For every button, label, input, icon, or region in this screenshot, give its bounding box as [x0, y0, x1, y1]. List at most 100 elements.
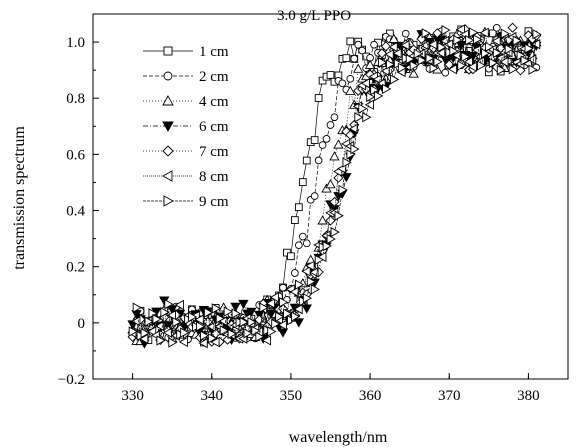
- data-point: [131, 316, 141, 327]
- legend-entry: 8 cm: [143, 169, 229, 185]
- data-point: [354, 112, 364, 123]
- data-point: [322, 135, 331, 143]
- data-point: [147, 326, 157, 337]
- series-1-cm: [128, 25, 541, 347]
- data-point: [342, 157, 352, 168]
- data-point: [243, 328, 253, 339]
- data-point: [484, 41, 495, 53]
- data-point: [524, 43, 534, 54]
- data-point: [467, 61, 477, 72]
- x-axis-label: wavelength/nm: [289, 429, 388, 446]
- data-point: [156, 335, 166, 346]
- data-point: [360, 78, 370, 89]
- data-point: [318, 141, 327, 149]
- legend-marker: [163, 46, 173, 56]
- data-point: [433, 56, 443, 67]
- data-point: [166, 310, 177, 321]
- data-point: [451, 50, 462, 61]
- data-point: [400, 40, 410, 51]
- x-tick-label: 370: [438, 388, 461, 404]
- data-point: [269, 292, 279, 303]
- legend-entry: 2 cm: [143, 69, 229, 85]
- data-point: [388, 33, 400, 43]
- data-point: [520, 55, 530, 66]
- x-tick-label: 350: [280, 388, 303, 404]
- legend-label: 2 cm: [199, 69, 229, 85]
- legend-label: 1 cm: [199, 44, 229, 60]
- data-point: [378, 57, 388, 68]
- data-point: [499, 56, 509, 68]
- legend-marker: [162, 121, 174, 132]
- data-point: [211, 303, 222, 314]
- data-point: [294, 241, 303, 250]
- series-2-cm: [128, 23, 541, 344]
- data-point: [310, 284, 320, 295]
- data-point: [231, 308, 241, 319]
- data-point: [306, 276, 317, 287]
- data-point: [508, 64, 518, 75]
- axes: 330 340 350 360 370 380 −0.2 0 0.2 0.4 0.6 0.8 1.0: [58, 13, 569, 404]
- data-point: [188, 311, 198, 323]
- data-point: [238, 299, 249, 310]
- data-point: [279, 297, 289, 308]
- series-7-cm: [127, 22, 542, 347]
- data-point: [338, 184, 348, 196]
- data-point: [491, 35, 501, 47]
- data-point: [354, 40, 363, 49]
- data-point: [277, 319, 287, 331]
- data-point: [384, 49, 394, 60]
- data-point: [457, 60, 467, 71]
- data-point: [309, 267, 319, 278]
- data-point: [174, 299, 184, 311]
- data-point: [230, 302, 241, 312]
- data-point: [408, 68, 419, 78]
- data-point: [342, 54, 351, 62]
- data-point: [305, 260, 315, 271]
- data-point: [325, 215, 336, 226]
- data-point: [223, 306, 233, 317]
- data-point: [291, 311, 301, 322]
- data-point: [267, 326, 277, 337]
- legend-marker: [162, 145, 174, 157]
- y-tick-label: 0.8: [66, 91, 85, 107]
- data-point: [194, 314, 204, 325]
- data-point: [275, 311, 285, 322]
- x-tick-label: 380: [517, 388, 540, 404]
- data-point: [329, 151, 340, 161]
- y-tick-label: 0.2: [66, 260, 85, 276]
- data-point: [298, 178, 307, 186]
- data-point: [259, 302, 269, 313]
- data-point: [207, 333, 218, 344]
- data-point: [425, 53, 435, 64]
- data-point: [298, 232, 307, 241]
- legend-marker: [163, 195, 174, 207]
- data-point: [348, 123, 359, 134]
- data-point: [219, 325, 229, 336]
- x-tick-label: 340: [201, 388, 224, 404]
- data-point: [330, 113, 339, 122]
- data-point: [326, 121, 335, 129]
- data-point: [338, 79, 347, 88]
- data-point: [302, 239, 311, 248]
- data-point: [293, 318, 305, 328]
- data-point: [291, 216, 299, 224]
- legend-label: 4 cm: [199, 94, 229, 110]
- legend-marker: [162, 95, 174, 106]
- data-point: [507, 22, 518, 33]
- data-point: [421, 28, 431, 39]
- data-point: [441, 24, 451, 36]
- data-point: [294, 279, 305, 290]
- data-point: [160, 307, 170, 318]
- data-point: [473, 34, 483, 45]
- data-point: [128, 326, 138, 337]
- data-point: [512, 35, 522, 46]
- data-point: [417, 55, 427, 66]
- data-point: [289, 286, 299, 298]
- data-point: [455, 24, 465, 35]
- data-point: [380, 41, 391, 52]
- data-point: [279, 283, 287, 292]
- data-point: [310, 192, 319, 200]
- plot-area: [127, 22, 542, 349]
- data-point: [255, 331, 265, 342]
- data-point: [164, 298, 174, 310]
